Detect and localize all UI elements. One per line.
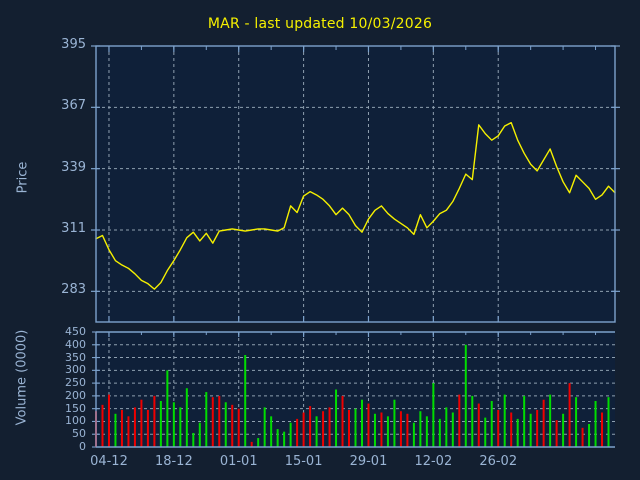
price-line bbox=[95, 121, 616, 290]
volume-ytick-label: 50 bbox=[72, 427, 86, 441]
price-panel-frame bbox=[95, 45, 616, 323]
volume-plot-area bbox=[92, 331, 615, 448]
x-axis-tick-label: 12-02 bbox=[414, 454, 453, 469]
x-axis-tick-label: 01-01 bbox=[219, 454, 258, 469]
price-ytick-label: 311 bbox=[61, 221, 86, 236]
volume-ytick-label: 200 bbox=[65, 388, 86, 402]
volume-ytick-label: 300 bbox=[65, 363, 86, 377]
price-panel-bg bbox=[96, 46, 615, 322]
volume-ytick-label: 350 bbox=[65, 350, 86, 364]
x-axis-tick-label: 18-12 bbox=[154, 454, 193, 469]
price-ytick-label: 283 bbox=[61, 282, 86, 298]
x-axis-tick-label: 15-01 bbox=[284, 454, 323, 469]
volume-ytick-label: 400 bbox=[65, 337, 86, 351]
chart-title: MAR - last updated 10/03/2026 bbox=[207, 16, 433, 32]
volume-ytick-label: 150 bbox=[65, 401, 86, 415]
volume-ytick-label: 100 bbox=[65, 414, 86, 428]
x-axis-tick-label: 26-02 bbox=[479, 454, 518, 469]
x-axis-tick-label: 29-01 bbox=[349, 454, 388, 469]
volume-ytick-label: 250 bbox=[65, 376, 86, 390]
volume-ytick-label: 0 bbox=[79, 440, 86, 453]
price-ytick-label: 339 bbox=[61, 159, 86, 175]
price-plot-area bbox=[91, 45, 620, 323]
x-axis-tick-label: 04-12 bbox=[90, 454, 128, 469]
volume-ytick-label: 450 bbox=[65, 325, 86, 338]
price-ytick-label: 367 bbox=[61, 98, 86, 114]
price-ytick-label: 395 bbox=[61, 37, 86, 52]
